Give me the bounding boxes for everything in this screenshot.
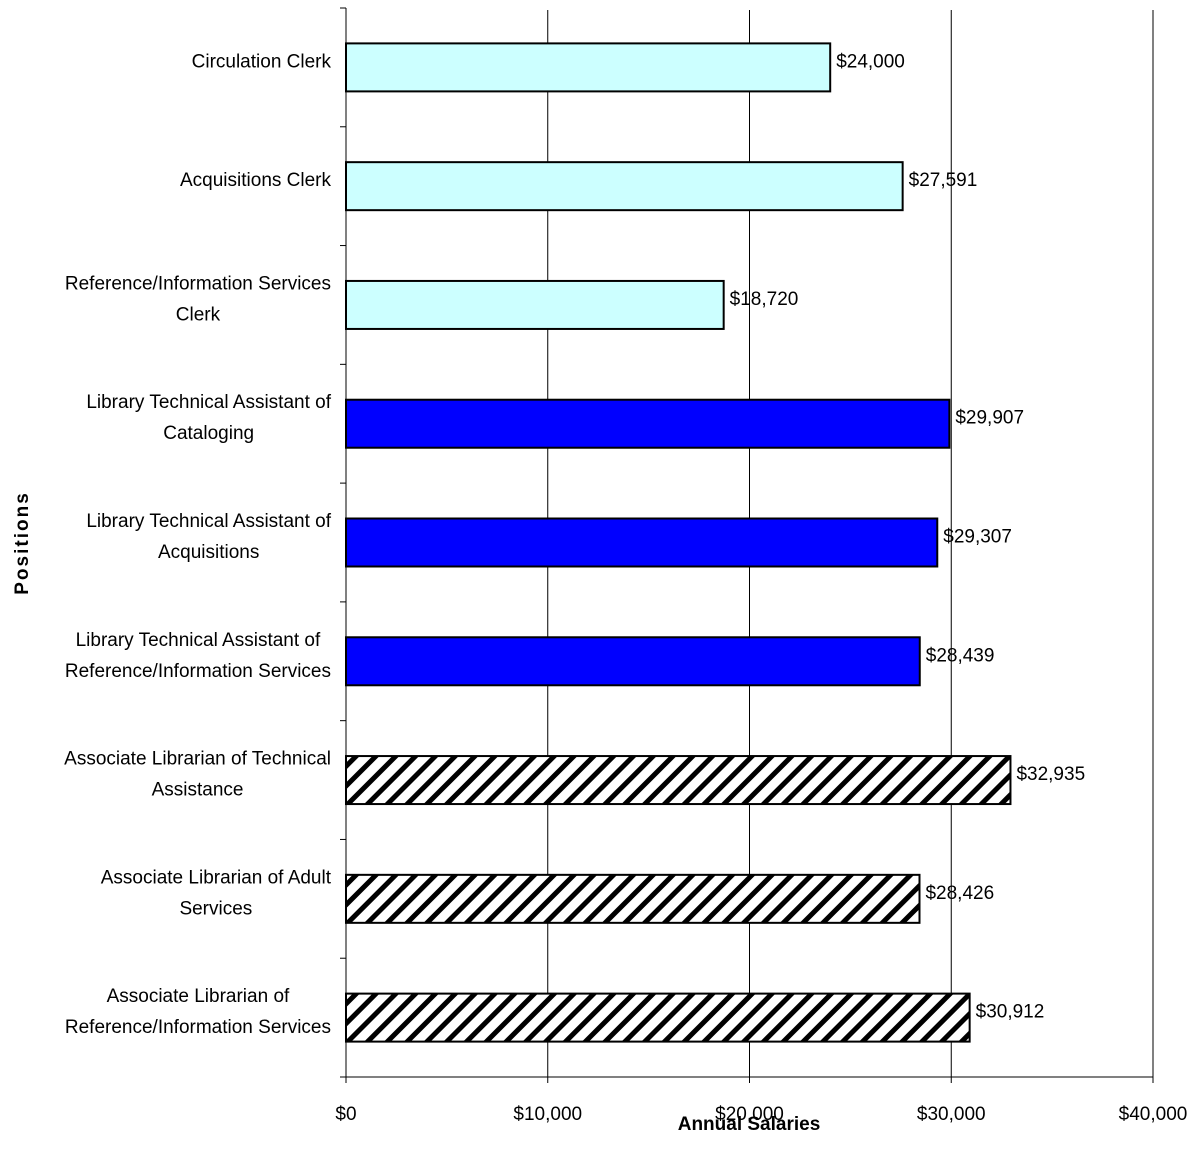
category-label-line: Services xyxy=(179,898,252,919)
category-label-line: Associate Librarian of Adult xyxy=(101,867,332,888)
data-label: $28,426 xyxy=(925,883,994,904)
category-label-line: Circulation Clerk xyxy=(192,51,332,72)
data-label: $32,935 xyxy=(1016,764,1085,785)
bar xyxy=(345,992,971,1043)
bar xyxy=(345,398,951,449)
data-label: $29,907 xyxy=(955,408,1024,429)
category-label: Reference/Information Services Clerk xyxy=(65,273,331,325)
category-label: Library Technical Assistant of Reference/… xyxy=(65,630,331,682)
x-tick-label: $40,000 xyxy=(1119,1104,1188,1125)
data-label: $28,439 xyxy=(926,645,995,666)
bar xyxy=(345,517,939,568)
category-label-line: Library Technical Assistant of xyxy=(86,511,331,532)
category-label-line: Library Technical Assistant of xyxy=(76,630,321,651)
data-label: $30,912 xyxy=(976,1002,1045,1023)
y-axis-title: Positions xyxy=(12,491,33,595)
bar xyxy=(345,42,832,93)
x-tick-label: $0 xyxy=(335,1104,356,1125)
category-label: Circulation Clerk xyxy=(192,51,332,72)
category-label-line: Associate Librarian of Technical xyxy=(64,749,331,770)
category-label: Associate Librarian of Adult Services xyxy=(101,867,332,919)
category-label-line: Acquisitions Clerk xyxy=(180,170,331,191)
category-label-line: Reference/Information Services xyxy=(65,273,331,294)
bars xyxy=(345,42,1012,1043)
bar xyxy=(345,279,725,330)
bar xyxy=(345,755,1012,806)
category-label: Acquisitions Clerk xyxy=(180,170,331,191)
category-label: Associate Librarian of Reference/Informat… xyxy=(65,986,331,1038)
category-label-line: Reference/Information Services xyxy=(65,661,331,682)
bar xyxy=(345,636,921,687)
category-label-line: Assistance xyxy=(152,780,244,801)
bar xyxy=(345,873,921,924)
category-label-line: Acquisitions xyxy=(158,542,259,563)
category-label-line: Clerk xyxy=(176,304,221,325)
category-label-line: Reference/Information Services xyxy=(65,1017,331,1038)
x-axis-title: Annual Salaries xyxy=(678,1114,821,1135)
data-label: $29,307 xyxy=(943,527,1012,548)
data-label: $24,000 xyxy=(836,51,905,72)
data-label: $18,720 xyxy=(730,289,799,310)
category-label: Associate Librarian of Technical Assistan… xyxy=(64,749,331,801)
x-tick-label: $20,000 xyxy=(715,1104,784,1125)
category-label-line: Cataloging xyxy=(163,423,254,444)
category-label: Library Technical Assistant of Cataloging xyxy=(86,392,331,444)
category-label-line: Associate Librarian of xyxy=(107,986,290,1007)
category-label-line: Library Technical Assistant of xyxy=(86,392,331,413)
category-label: Library Technical Assistant of Acquisitio… xyxy=(86,511,331,563)
data-label: $27,591 xyxy=(909,170,978,191)
x-tick-label: $10,000 xyxy=(513,1104,582,1125)
bar xyxy=(345,161,904,212)
labels: $24,000 Circulation Clerk $27,591 Acquisiti… xyxy=(64,51,1085,1038)
x-tick-label: $30,000 xyxy=(917,1104,986,1125)
